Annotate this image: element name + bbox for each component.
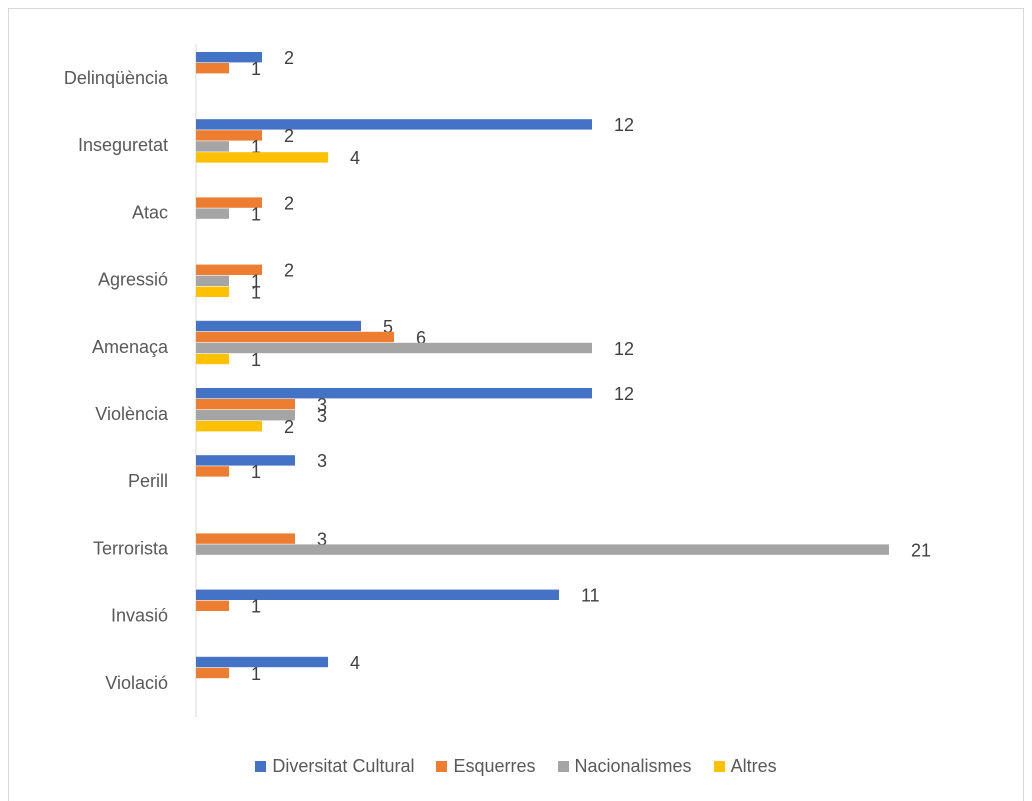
bar-esquerres-violencia [196,399,295,410]
data-label-diversitat-cultural-delinquencia: 2 [284,48,294,68]
bar-esquerres-perill [196,466,229,477]
category-label-terrorista: Terrorista [93,538,169,558]
bar-esquerres-agressio [196,264,262,275]
bar-diversitat-cultural-inseguretat [196,119,592,130]
legend-swatch-esquerres [436,761,448,772]
legend: Diversitat Cultural Esquerres Nacionalisme… [0,756,1032,777]
data-label-nacionalismes-amenaca: 12 [614,339,634,359]
legend-item-esquerres: Esquerres [436,756,536,777]
category-label-invasio: Invasió [111,606,168,626]
bar-diversitat-cultural-delinquencia [196,52,262,63]
legend-swatch-altres [713,761,725,772]
legend-swatch-diversitat-cultural [255,761,267,772]
bar-nacionalismes-atac [196,208,229,219]
legend-label-diversitat-cultural: Diversitat Cultural [272,756,415,776]
category-label-delinquencia: Delinqüència [64,68,169,88]
bar-altres-violencia [196,421,262,432]
data-label-esquerres-inseguretat: 2 [284,126,294,146]
bar-esquerres-invasio [196,600,229,611]
data-label-nacionalismes-agressio: 1 [251,272,261,292]
category-label-inseguretat: Inseguretat [78,135,168,155]
data-label-altres-violencia: 2 [284,417,294,437]
bar-nacionalismes-terrorista [196,544,889,555]
bar-nacionalismes-inseguretat [196,141,229,152]
bar-esquerres-terrorista [196,533,295,544]
bar-esquerres-violacio [196,667,229,679]
data-label-esquerres-atac: 2 [284,193,294,213]
category-label-atac: Atac [132,202,168,222]
bar-esquerres-delinquencia [196,63,229,74]
data-label-diversitat-cultural-violacio: 4 [350,653,360,673]
data-label-esquerres-terrorista: 3 [317,529,327,549]
data-label-nacionalismes-inseguretat: 1 [251,137,261,157]
bar-nacionalismes-amenaca [196,342,592,354]
legend-item-nacionalismes: Nacionalismes [557,756,692,777]
legend-label-altres: Altres [730,756,777,776]
bar-altres-amenaca [196,353,229,365]
data-label-altres-amenaca: 1 [251,350,261,370]
bar-diversitat-cultural-violencia [196,388,592,399]
bar-altres-inseguretat [196,152,328,163]
chart-area [8,8,1024,801]
data-label-esquerres-violacio: 1 [251,664,261,684]
data-label-diversitat-cultural-violencia: 12 [614,384,634,404]
data-label-esquerres-invasio: 1 [251,597,261,617]
data-label-esquerres-agressio: 2 [284,261,294,281]
data-label-esquerres-delinquencia: 1 [251,59,261,79]
data-label-esquerres-perill: 1 [251,462,261,482]
data-label-nacionalismes-violencia: 3 [317,406,327,426]
category-label-violencia: Violència [95,404,169,424]
bar-diversitat-cultural-perill [196,455,295,466]
bar-esquerres-inseguretat [196,130,262,141]
bar-diversitat-cultural-violacio [196,656,328,668]
bar-diversitat-cultural-invasio [196,589,559,600]
bar-diversitat-cultural-amenaca [196,320,361,332]
bar-nacionalismes-agressio [196,275,229,286]
legend-label-esquerres: Esquerres [453,756,536,776]
bar-nacionalismes-violencia [196,410,295,421]
data-label-diversitat-cultural-perill: 3 [317,451,327,471]
category-label-perill: Perill [128,471,168,491]
data-label-esquerres-amenaca: 6 [416,328,426,348]
legend-swatch-nacionalismes [557,761,569,772]
bar-altres-agressio [196,286,229,297]
data-label-diversitat-cultural-invasio: 11 [581,586,600,606]
data-label-nacionalismes-terrorista: 21 [911,540,931,560]
legend-item-altres: Altres [713,756,777,777]
category-label-violacio: Violació [105,673,168,693]
data-label-diversitat-cultural-amenaca: 5 [383,317,393,337]
data-label-esquerres-violencia: 3 [317,395,327,415]
data-label-diversitat-cultural-inseguretat: 12 [614,115,634,135]
data-label-nacionalismes-atac: 1 [251,204,261,224]
bar-esquerres-atac [196,197,262,208]
legend-item-diversitat-cultural: Diversitat Cultural [255,756,414,777]
legend-label-nacionalismes: Nacionalismes [574,756,692,776]
data-label-altres-inseguretat: 4 [350,148,360,168]
bar-esquerres-amenaca [196,331,394,343]
data-label-altres-agressio: 1 [251,283,261,303]
category-label-amenaca: Amenaça [92,337,169,357]
category-label-agressio: Agressió [98,270,168,290]
